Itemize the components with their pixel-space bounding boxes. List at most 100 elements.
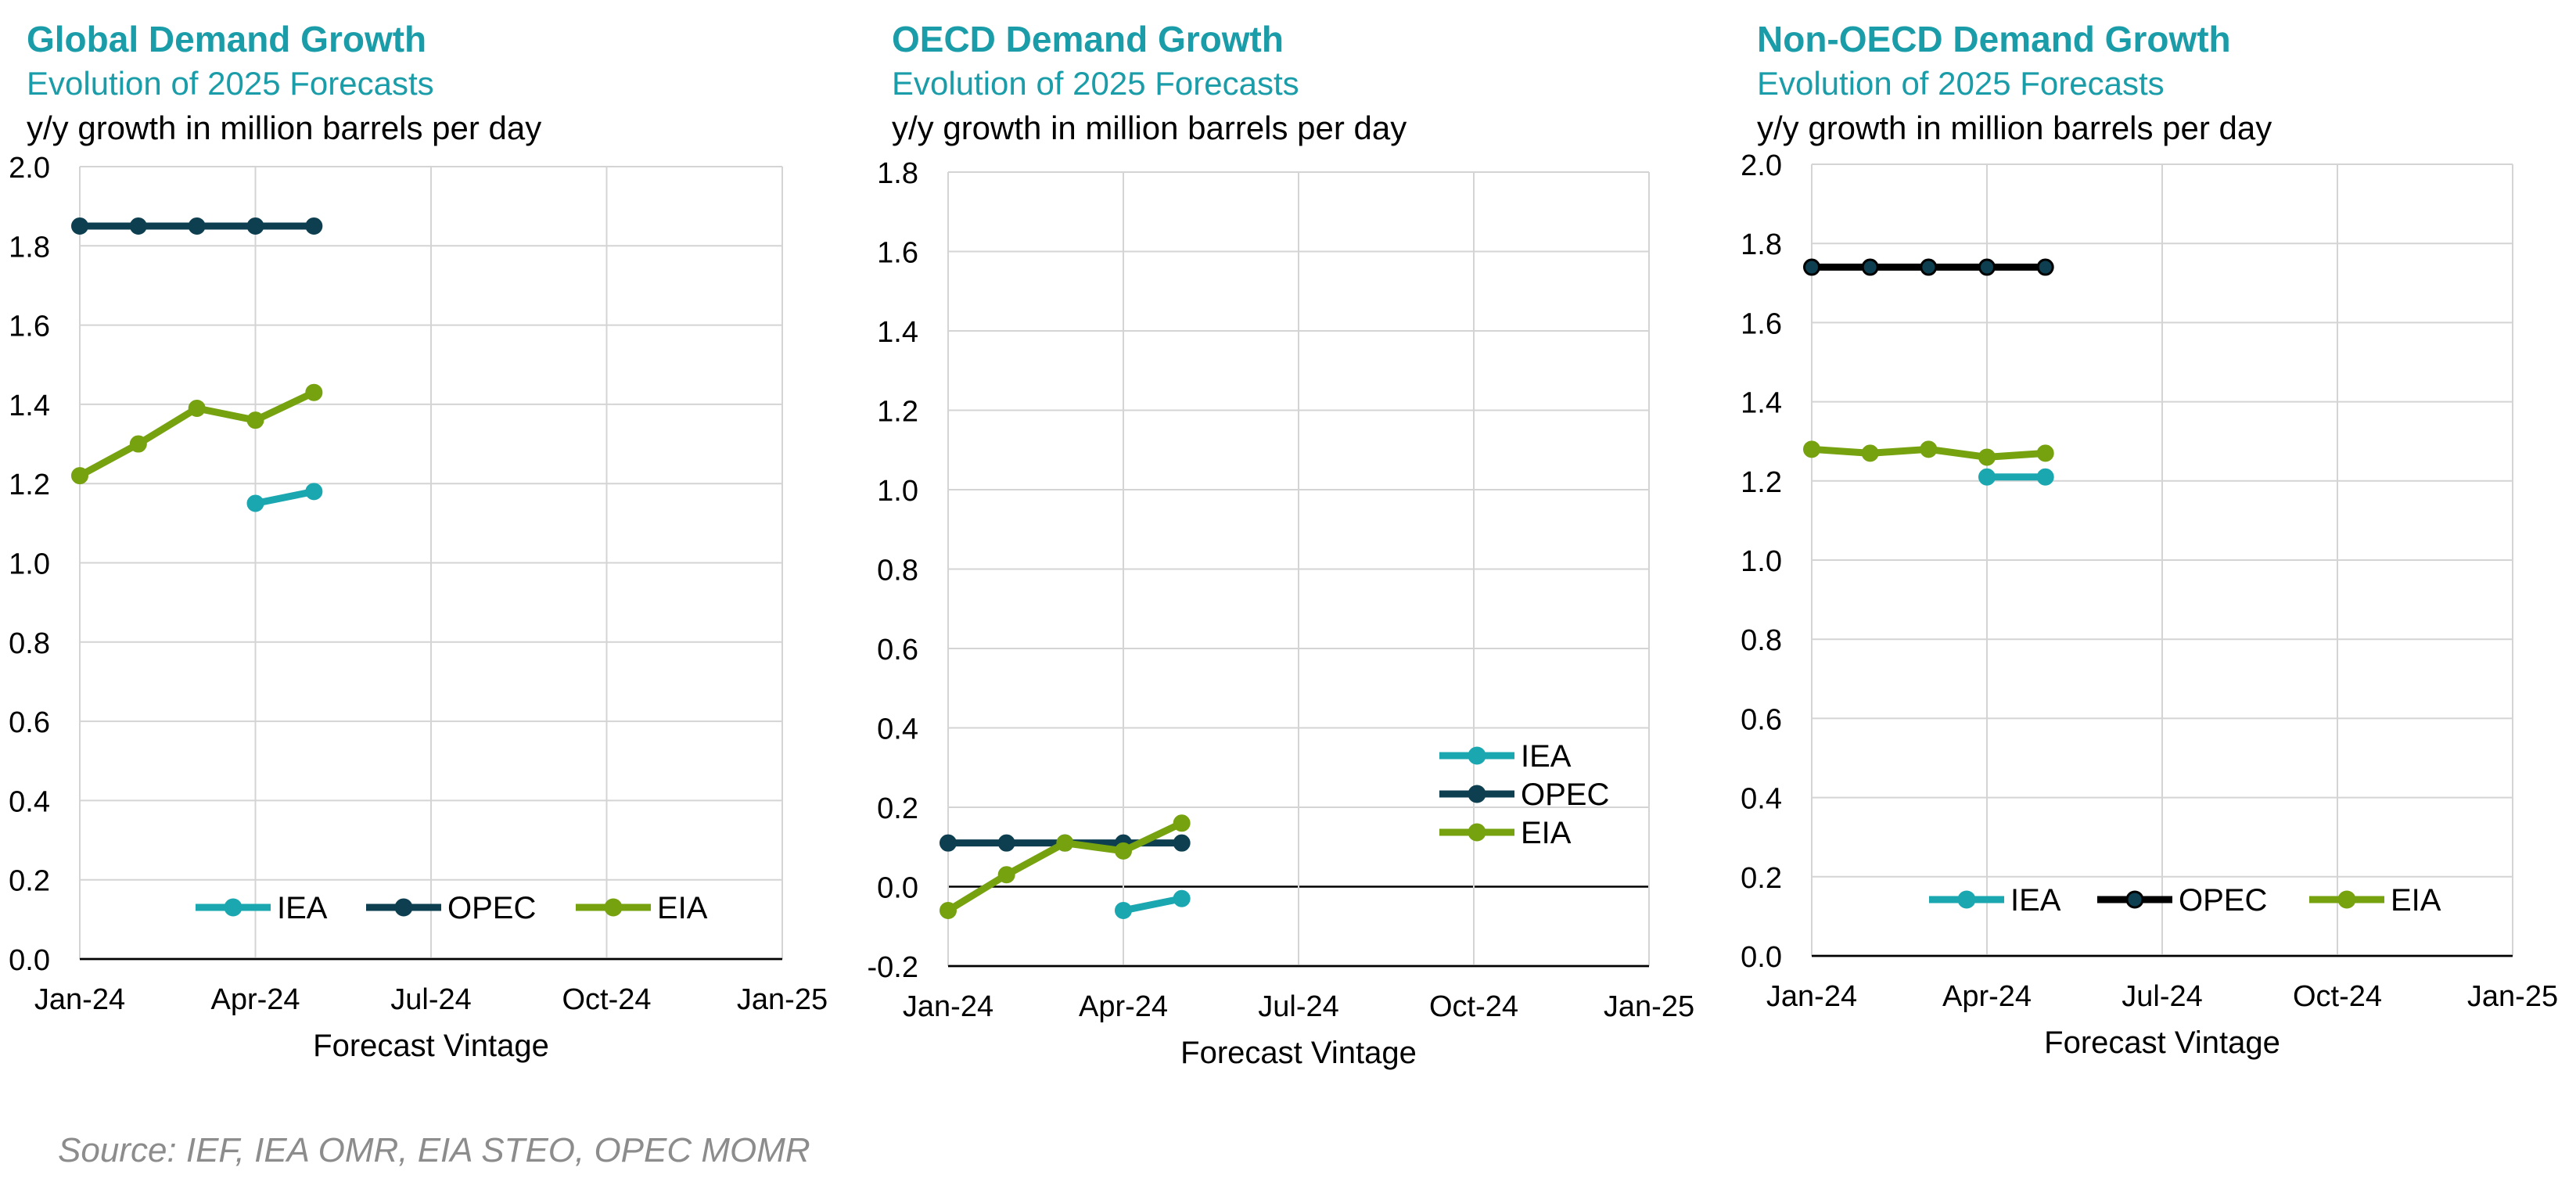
data-point-iea bbox=[246, 494, 264, 512]
x-tick-label: Jul-24 bbox=[2122, 980, 2203, 1013]
x-tick-label: Jan-24 bbox=[1766, 980, 1857, 1013]
x-tick-label: Jan-24 bbox=[34, 983, 125, 1016]
legend-label-opec: OPEC bbox=[447, 891, 536, 925]
data-point-opec bbox=[997, 834, 1015, 852]
source-note: Source: IEF, IEA OMR, EIA STEO, OPEC MOM… bbox=[58, 1131, 810, 1169]
chart-title: Global Demand Growth bbox=[27, 19, 426, 59]
legend-swatch-marker bbox=[1468, 746, 1486, 765]
y-tick-label: 1.2 bbox=[1741, 466, 1782, 499]
y-tick-label: 0.6 bbox=[1741, 703, 1782, 736]
x-axis-label: Forecast Vintage bbox=[313, 1029, 549, 1063]
data-point-opec bbox=[1861, 258, 1879, 276]
chart-panel-2: OECD Demand Growth Evolution of 2025 Fore… bbox=[868, 19, 1695, 1070]
series-line-iea bbox=[254, 487, 315, 507]
y-tick-label: 1.6 bbox=[877, 237, 918, 270]
legend-label-eia: EIA bbox=[1521, 816, 1572, 850]
legend-label-iea: IEA bbox=[277, 891, 328, 925]
data-point-iea bbox=[1115, 901, 1132, 919]
data-point-eia bbox=[1056, 834, 1074, 852]
y-tick-label: 1.8 bbox=[877, 157, 918, 190]
x-axis-label: Forecast Vintage bbox=[2044, 1026, 2280, 1060]
data-point-eia bbox=[997, 866, 1015, 884]
legend-label-eia: EIA bbox=[2391, 883, 2441, 918]
data-point-eia bbox=[1978, 448, 1996, 466]
y-tick-label: 0.2 bbox=[9, 865, 50, 898]
data-point-iea bbox=[1173, 889, 1191, 907]
x-tick-label: Jan-25 bbox=[737, 983, 828, 1016]
data-point-opec bbox=[129, 217, 147, 235]
y-tick-label: 0.8 bbox=[877, 555, 918, 587]
y-tick-label: 0.0 bbox=[1741, 941, 1782, 974]
y-axis-label: y/y growth in million barrels per day bbox=[1757, 110, 2272, 146]
y-tick-label: 0.8 bbox=[1741, 624, 1782, 657]
data-point-iea bbox=[1978, 468, 1996, 486]
data-point-opec bbox=[246, 217, 264, 235]
y-tick-label: 1.6 bbox=[9, 311, 50, 343]
y-tick-label: 1.8 bbox=[1741, 228, 1782, 261]
data-point-eia bbox=[71, 467, 88, 485]
data-point-eia bbox=[1920, 440, 1938, 458]
legend-label-opec: OPEC bbox=[1521, 778, 1609, 812]
data-point-eia bbox=[305, 383, 323, 401]
data-point-eia bbox=[940, 901, 957, 919]
x-tick-label: Jan-25 bbox=[1604, 990, 1694, 1023]
data-point-eia bbox=[1803, 440, 1820, 458]
data-point-opec bbox=[2036, 258, 2054, 276]
data-point-eia bbox=[129, 435, 147, 453]
x-tick-label: Apr-24 bbox=[1079, 990, 1168, 1023]
legend-swatch-marker bbox=[2337, 890, 2356, 909]
chart-title: OECD Demand Growth bbox=[892, 19, 1284, 59]
legend-swatch-marker bbox=[2125, 890, 2144, 909]
y-axis-label: y/y growth in million barrels per day bbox=[892, 110, 1407, 146]
y-tick-label: 1.4 bbox=[1741, 387, 1782, 420]
x-tick-label: Oct-24 bbox=[2293, 980, 2382, 1013]
x-tick-label: Jan-24 bbox=[903, 990, 993, 1023]
series-line-iea bbox=[1123, 895, 1183, 914]
y-tick-label: 0.2 bbox=[1741, 862, 1782, 895]
data-point-eia bbox=[246, 411, 264, 429]
x-tick-label: Jul-24 bbox=[1258, 990, 1339, 1023]
data-point-opec bbox=[188, 217, 206, 235]
data-point-iea bbox=[2036, 468, 2054, 486]
data-point-opec bbox=[1978, 258, 1996, 276]
y-tick-label: 1.6 bbox=[1741, 307, 1782, 340]
legend-label-iea: IEA bbox=[1521, 739, 1572, 774]
y-tick-label: 1.0 bbox=[1741, 545, 1782, 578]
data-point-opec bbox=[940, 834, 957, 852]
y-tick-label: 1.2 bbox=[9, 469, 50, 501]
x-tick-label: Oct-24 bbox=[1429, 990, 1518, 1023]
data-point-opec bbox=[1803, 258, 1820, 276]
legend-label-opec: OPEC bbox=[2179, 883, 2267, 918]
legend: IEA OPEC EIA bbox=[1439, 739, 1609, 850]
legend-swatch-marker bbox=[1957, 890, 1976, 909]
x-tick-label: Oct-24 bbox=[562, 983, 651, 1016]
data-point-eia bbox=[1173, 814, 1191, 832]
chart-panel-1: Global Demand Growth Evolution of 2025 Fo… bbox=[9, 19, 828, 1063]
data-point-opec bbox=[1920, 258, 1938, 276]
data-point-eia bbox=[1861, 444, 1879, 462]
y-tick-label: 0.0 bbox=[9, 944, 50, 977]
y-tick-label: 1.4 bbox=[877, 316, 918, 349]
y-tick-label: 0.8 bbox=[9, 627, 50, 660]
legend-swatch-marker bbox=[1468, 785, 1486, 803]
y-tick-label: 0.4 bbox=[9, 785, 50, 818]
y-tick-label: 2.0 bbox=[9, 152, 50, 185]
y-tick-label: 2.0 bbox=[1741, 149, 1782, 182]
legend-swatch-marker bbox=[394, 898, 413, 917]
legend-swatch-marker bbox=[604, 898, 623, 917]
legend: IEA OPEC EIA bbox=[1929, 883, 2441, 918]
data-point-iea bbox=[305, 483, 323, 501]
x-tick-label: Jul-24 bbox=[390, 983, 472, 1016]
y-tick-label: 1.0 bbox=[877, 475, 918, 508]
chart-subtitle: Evolution of 2025 Forecasts bbox=[1757, 65, 2165, 102]
legend-swatch-marker bbox=[1468, 823, 1486, 842]
y-tick-label: 0.4 bbox=[877, 713, 918, 746]
x-tick-label: Jan-25 bbox=[2467, 980, 2558, 1013]
y-tick-label: 0.6 bbox=[9, 706, 50, 739]
legend-swatch-marker bbox=[224, 898, 243, 917]
y-tick-label: 0.4 bbox=[1741, 783, 1782, 816]
chart-subtitle: Evolution of 2025 Forecasts bbox=[892, 65, 1299, 102]
y-tick-label: 1.4 bbox=[9, 390, 50, 422]
y-axis-label: y/y growth in million barrels per day bbox=[27, 110, 541, 146]
